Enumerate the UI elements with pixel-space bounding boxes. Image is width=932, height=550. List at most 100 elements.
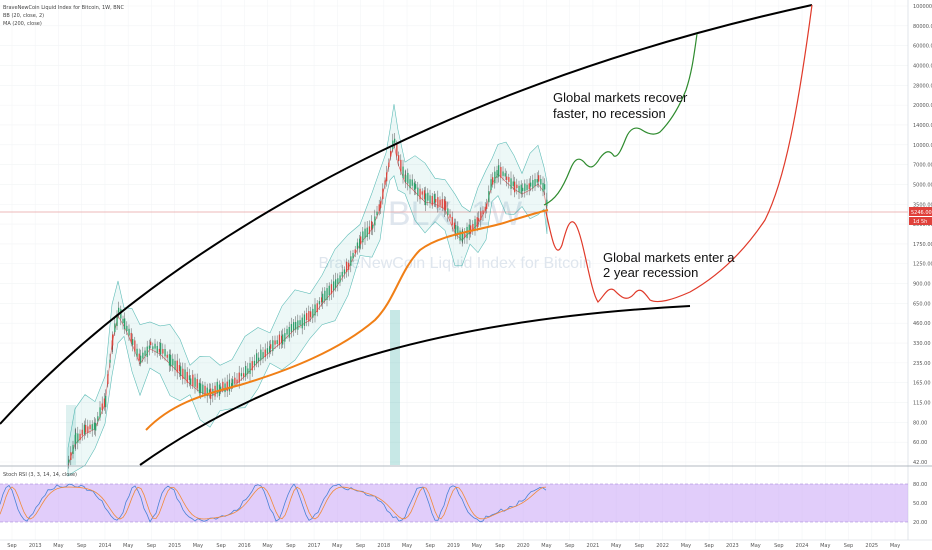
- candle-body: [386, 172, 388, 182]
- time-tick-label: May: [262, 543, 272, 549]
- candle-body: [516, 184, 518, 189]
- candle-body: [520, 184, 522, 194]
- candle-body: [249, 363, 251, 374]
- candle-body: [380, 201, 382, 208]
- stoch-tick-label: 80.00: [913, 482, 927, 488]
- candle-body: [415, 184, 417, 189]
- candle-body: [97, 416, 99, 422]
- candle-body: [486, 203, 488, 209]
- candle-body: [122, 318, 124, 323]
- candle-body: [464, 233, 466, 238]
- candle-body: [478, 218, 480, 222]
- candle-body: [526, 184, 528, 191]
- candle-body: [328, 285, 330, 296]
- candle-body: [87, 426, 89, 433]
- candle-body: [68, 459, 70, 463]
- time-tick-label: May: [890, 543, 900, 549]
- candle-body: [396, 144, 398, 156]
- indicator-bb-label[interactable]: BB (20, close, 2): [3, 13, 44, 19]
- candle-body: [138, 353, 140, 361]
- time-tick-label: May: [681, 543, 691, 549]
- candle-body: [226, 381, 228, 391]
- candle-body: [284, 333, 286, 342]
- time-tick-label: May: [472, 543, 482, 549]
- candle-body: [411, 179, 413, 186]
- candle-body: [474, 219, 476, 230]
- candle-body: [322, 293, 324, 303]
- price-tick-label: 1750.00: [913, 242, 932, 248]
- candle-body: [390, 150, 392, 157]
- time-tick-label: Sep: [565, 543, 574, 549]
- candle-body: [502, 171, 504, 176]
- candle-body: [459, 230, 461, 241]
- countdown-text: 1d 5h: [913, 219, 927, 225]
- stoch-label[interactable]: Stoch RSI (3, 3, 14, 14, close): [3, 472, 77, 478]
- candle-body: [536, 179, 538, 183]
- time-tick-label: May: [820, 543, 830, 549]
- candle-body: [449, 214, 451, 218]
- price-tick-label: 80.00: [913, 420, 927, 426]
- time-tick-label: Sep: [216, 543, 225, 549]
- candle-body: [176, 360, 178, 373]
- candle-body: [524, 183, 526, 192]
- candle-body: [364, 228, 366, 239]
- candle-body: [394, 138, 396, 143]
- candle-body: [276, 340, 278, 345]
- price-axis: 100000.00 80000.00 60000.00 40000.00 28000.0…: [913, 4, 932, 466]
- candle-body: [152, 346, 154, 350]
- candle-body: [154, 343, 156, 349]
- candle-body: [343, 269, 346, 274]
- time-tick-label: 2019: [447, 543, 460, 549]
- candle-body: [333, 281, 335, 291]
- lower-arc-line: [139, 305, 691, 466]
- candle-body: [326, 288, 328, 300]
- candle-body: [174, 360, 176, 370]
- stoch-tick-label: 50.00: [913, 501, 927, 507]
- time-tick-label: May: [750, 543, 760, 549]
- candle-body: [236, 379, 238, 384]
- candle-body: [421, 191, 423, 195]
- candle-body: [301, 317, 303, 329]
- price-tick-label: 650.00: [913, 301, 931, 307]
- indicator-ma-label[interactable]: MA (200, close): [3, 21, 42, 27]
- candle-body: [299, 320, 301, 326]
- candle-body: [321, 297, 323, 303]
- candle-body: [264, 349, 266, 358]
- time-tick-label: May: [53, 543, 63, 549]
- stoch-axis: 80.00 50.00 20.00: [913, 482, 927, 526]
- candle-body: [472, 224, 474, 231]
- candle-body: [427, 192, 429, 201]
- candle-body: [282, 334, 284, 345]
- candle-body: [417, 187, 419, 196]
- candle-body: [468, 224, 470, 235]
- candle-body: [95, 422, 97, 431]
- candle-body: [216, 381, 218, 394]
- candle-body: [506, 176, 508, 180]
- candle-body: [192, 374, 194, 386]
- candle-body: [103, 398, 106, 408]
- time-tick-label: Sep: [426, 543, 435, 549]
- candle-body: [437, 197, 439, 208]
- candle-body: [286, 328, 288, 335]
- candle-body: [112, 334, 114, 346]
- candle-body: [79, 433, 81, 441]
- time-tick-label: Sep: [77, 543, 86, 549]
- candle-body: [91, 424, 93, 431]
- price-tick-label: 330.00: [913, 341, 931, 347]
- candle-body: [538, 175, 540, 182]
- candle-body: [170, 354, 172, 367]
- candle-body: [514, 181, 516, 193]
- stoch-d-line: [0, 486, 547, 520]
- candle-body: [166, 354, 168, 358]
- projection-green-line: [543, 33, 698, 206]
- candle-body: [256, 353, 258, 364]
- time-tick-label: 2024: [796, 543, 809, 549]
- price-tick-label: 235.00: [913, 361, 931, 367]
- time-axis: Sep 2013 May Sep 2014 May Sep 2015 May Sep 2016 May…: [7, 543, 900, 549]
- candle-body: [178, 365, 181, 372]
- candle-body: [93, 422, 96, 430]
- candle-body: [482, 210, 484, 215]
- candle-body: [168, 354, 171, 366]
- candle-body: [128, 328, 130, 336]
